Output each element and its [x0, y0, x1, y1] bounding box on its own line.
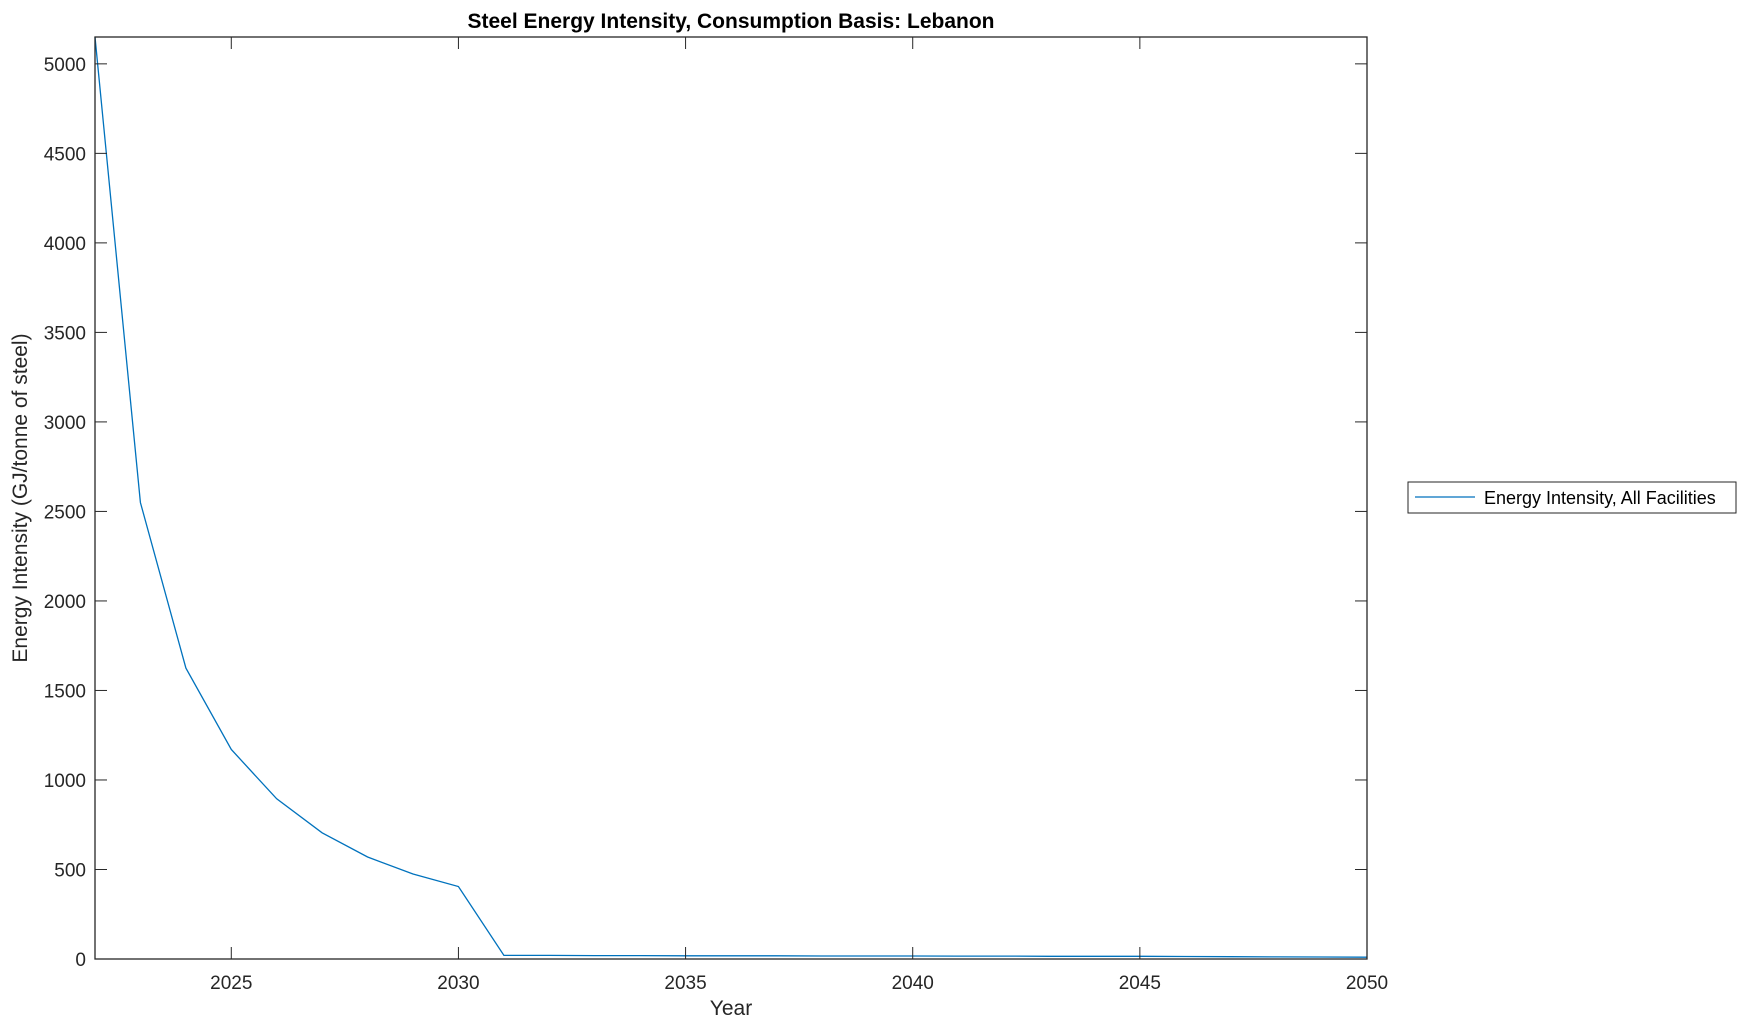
y-tick-label: 3000: [44, 413, 86, 434]
legend-label: Energy Intensity, All Facilities: [1484, 488, 1716, 508]
chart-title: Steel Energy Intensity, Consumption Basi…: [467, 10, 994, 33]
y-tick-label: 1000: [44, 771, 86, 792]
y-tick-label: 2500: [44, 502, 86, 523]
y-tick-label: 5000: [44, 55, 86, 76]
y-tick-label: 0: [75, 950, 86, 971]
y-tick-label: 2000: [44, 592, 86, 613]
axes-box: [94, 36, 1368, 960]
x-tick-label: 2050: [1346, 973, 1388, 994]
x-tick-label: 2035: [664, 973, 706, 994]
x-tick-label: 2030: [437, 973, 479, 994]
y-tick-label: 1500: [44, 681, 86, 702]
x-tick-label: 2025: [210, 973, 252, 994]
y-tick-label: 500: [54, 860, 86, 881]
x-axis-label: Year: [710, 997, 752, 1020]
y-tick-label: 3500: [44, 323, 86, 344]
legend: Energy Intensity, All Facilities: [1407, 481, 1737, 514]
y-axis-label: Energy Intensity (GJ/tonne of steel): [9, 333, 32, 662]
x-tick-label: 2040: [892, 973, 934, 994]
x-tick-label: 2045: [1119, 973, 1161, 994]
series-line-0: [94, 36, 1368, 958]
plot-area: 2025 2030 2035 2040 2045 2050 0 500 1000 1500 2000…: [44, 36, 1388, 994]
y-tick-label: 4000: [44, 234, 86, 255]
y-tick-label: 4500: [44, 144, 86, 165]
